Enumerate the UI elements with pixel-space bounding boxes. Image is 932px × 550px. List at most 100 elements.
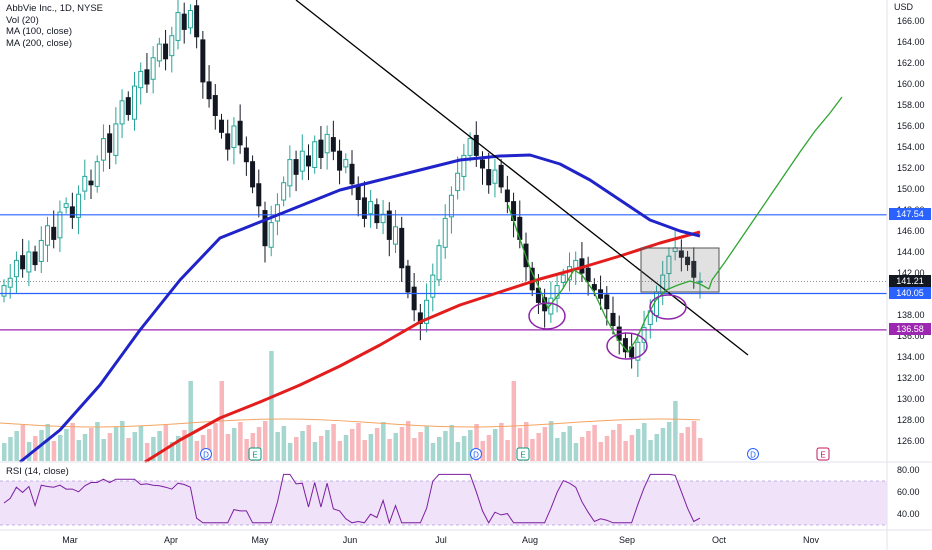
volume-bar <box>82 434 88 461</box>
volume-bar <box>151 437 156 461</box>
volume-bar <box>374 428 380 461</box>
volume-bar <box>666 422 672 461</box>
volume-bar <box>505 440 510 461</box>
candle-body <box>554 285 560 299</box>
volume-bar <box>176 436 181 461</box>
volume-bar <box>443 431 448 461</box>
current-price-tag: 141.21 <box>889 275 931 287</box>
price-tick-label: 152.00 <box>897 163 925 173</box>
volume-bar <box>405 421 411 461</box>
volume-bar <box>418 432 423 461</box>
volume-bar <box>654 434 659 461</box>
price-tick-label: 164.00 <box>897 37 925 47</box>
volume-bar <box>548 421 554 461</box>
volume-bar <box>182 430 187 461</box>
time-tick-label: Apr <box>164 535 178 545</box>
volume-bar <box>263 421 268 461</box>
volume-bar <box>642 423 647 461</box>
candle-body <box>591 284 597 291</box>
candle-body <box>678 250 684 258</box>
price-tick-label: 154.00 <box>897 142 925 152</box>
candle-body <box>187 10 193 29</box>
volume-ma-line <box>0 418 701 428</box>
volume-bar <box>26 442 32 461</box>
candle-body <box>132 85 137 120</box>
volume-bar <box>213 423 218 461</box>
legend-ma200: MA (200, close) <box>6 37 72 49</box>
price-tick-label: 162.00 <box>897 58 925 68</box>
candle-body <box>45 225 50 246</box>
event-marker-label: D <box>473 451 479 460</box>
volume-bar <box>20 425 26 461</box>
candle-body <box>100 138 106 161</box>
candle-body <box>63 203 69 208</box>
volume-bar <box>455 442 461 461</box>
candle-body <box>281 182 287 201</box>
volume-bar <box>648 440 653 461</box>
candle-body <box>250 161 256 188</box>
candle-body <box>287 159 293 187</box>
currency-label: USD <box>894 2 914 12</box>
candle-body <box>156 43 162 62</box>
volume-bar <box>555 438 560 461</box>
candle-body <box>461 154 467 177</box>
volume-bar <box>250 433 256 461</box>
dividend-marker <box>200 448 212 460</box>
price-tick-label: 132.00 <box>897 373 925 383</box>
volume-bar <box>673 401 678 461</box>
candle-body <box>498 164 504 188</box>
event-marker-label: E <box>252 451 257 460</box>
candle-body <box>150 57 156 80</box>
candle-body <box>610 312 616 326</box>
volume-bar <box>325 430 330 461</box>
candle-body <box>194 5 200 38</box>
pattern-circle <box>528 302 566 330</box>
volume-bar <box>536 433 541 461</box>
rsi-band <box>0 481 887 525</box>
rsi-line <box>3 473 701 525</box>
price-tick-label: 166.00 <box>897 16 925 26</box>
volume-bar <box>530 439 535 461</box>
rsi-pane: 80.00 60.00 40.00 <box>0 465 920 526</box>
volume-bar <box>194 441 200 461</box>
volume-bar <box>306 425 311 461</box>
volume-bar <box>604 436 610 461</box>
chart-legend: AbbVie Inc., 1D, NYSE Vol (20) MA (100, … <box>6 3 103 49</box>
candle-body <box>697 280 703 283</box>
rsi-tick-label: 80.00 <box>897 465 920 475</box>
pattern-path <box>507 204 710 354</box>
candle-body <box>293 159 299 175</box>
volume-bar <box>573 443 579 461</box>
volume-bar <box>449 425 454 461</box>
candle-body <box>7 277 13 288</box>
legend-ma100: MA (100, close) <box>6 26 72 37</box>
candle-body <box>268 222 274 248</box>
candle-body <box>560 274 566 283</box>
time-tick-label: Oct <box>712 535 727 545</box>
projection-path <box>708 96 843 290</box>
event-marker-label: E <box>820 451 825 460</box>
volume-bar <box>163 425 169 461</box>
trend-line <box>295 0 749 356</box>
volume-bar <box>2 443 7 461</box>
volume-bar <box>64 429 69 461</box>
candle-body <box>206 81 212 100</box>
price-tick-label: 158.00 <box>897 100 925 110</box>
volume-bar <box>381 422 386 461</box>
volume-bar <box>356 423 361 461</box>
candle-body <box>163 43 169 60</box>
volume-bar <box>144 443 150 461</box>
candle-body <box>424 299 430 324</box>
volume-bar <box>244 439 249 461</box>
volume-bar <box>95 422 100 461</box>
volume-bar <box>437 437 442 461</box>
volume-bar <box>101 439 106 461</box>
candle-body <box>212 95 218 117</box>
candle-body <box>113 123 119 156</box>
candle-body <box>399 227 405 269</box>
time-tick-label: May <box>251 535 269 545</box>
volume-bar <box>524 422 529 461</box>
candle-body <box>26 251 32 273</box>
